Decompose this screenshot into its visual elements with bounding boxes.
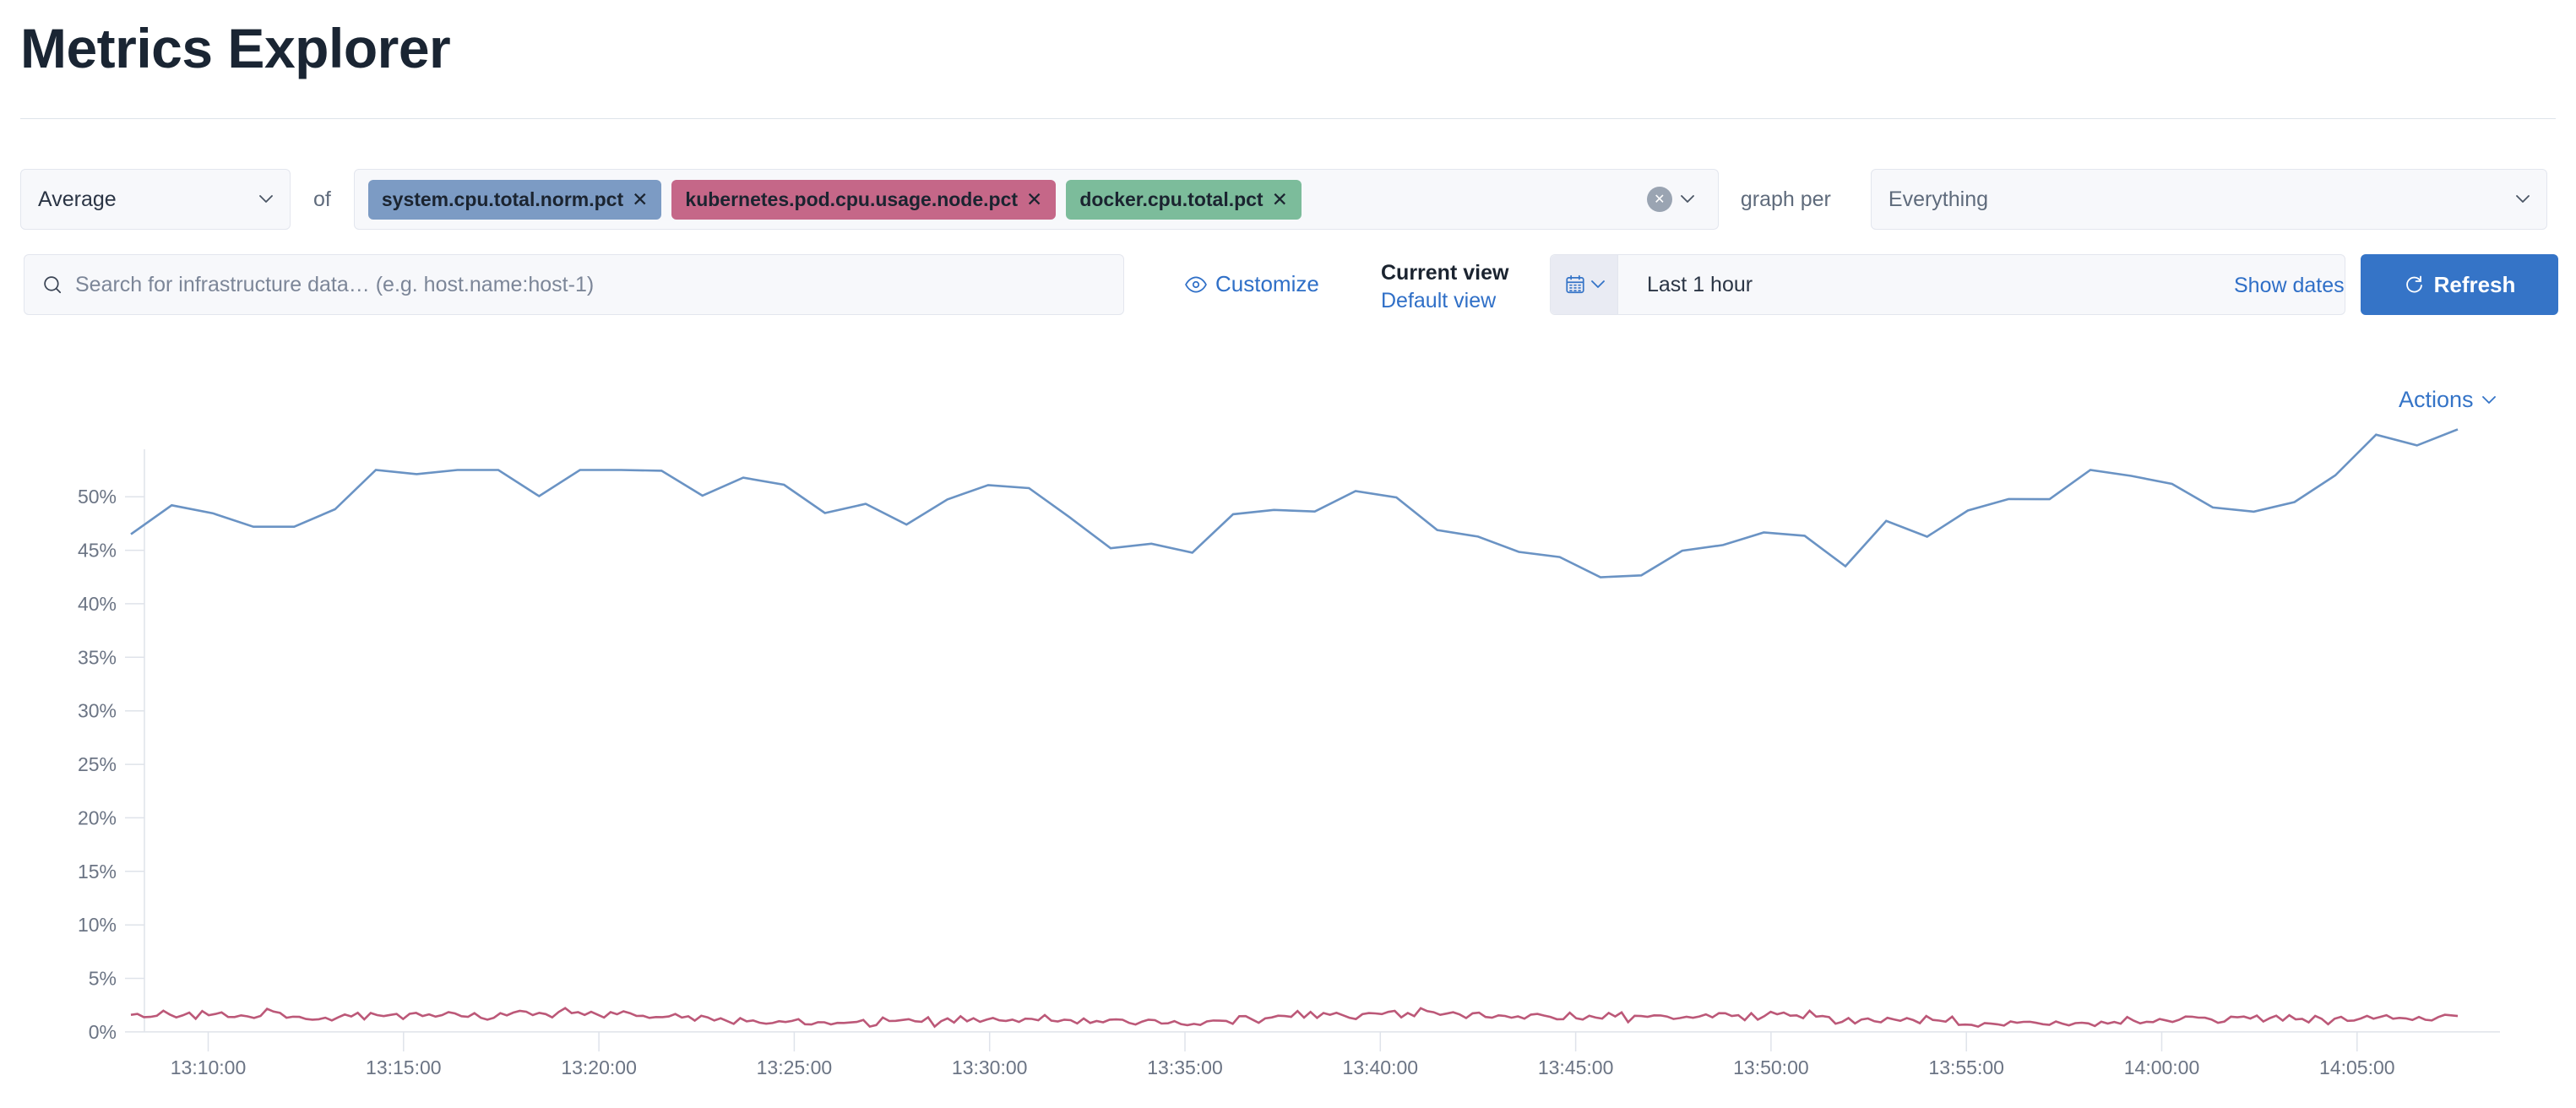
svg-text:15%: 15% xyxy=(78,861,117,883)
svg-text:13:35:00: 13:35:00 xyxy=(1147,1056,1223,1078)
svg-text:5%: 5% xyxy=(89,968,117,990)
svg-text:13:30:00: 13:30:00 xyxy=(952,1056,1028,1078)
svg-text:13:50:00: 13:50:00 xyxy=(1733,1056,1809,1078)
svg-text:50%: 50% xyxy=(78,486,117,508)
svg-text:13:10:00: 13:10:00 xyxy=(171,1056,247,1078)
svg-text:0%: 0% xyxy=(89,1021,117,1043)
svg-text:13:15:00: 13:15:00 xyxy=(366,1056,442,1078)
svg-text:20%: 20% xyxy=(78,807,117,828)
svg-text:13:25:00: 13:25:00 xyxy=(757,1056,833,1078)
svg-text:40%: 40% xyxy=(78,593,117,615)
svg-text:13:45:00: 13:45:00 xyxy=(1538,1056,1614,1078)
svg-text:14:05:00: 14:05:00 xyxy=(2319,1056,2395,1078)
svg-text:25%: 25% xyxy=(78,753,117,775)
svg-text:13:55:00: 13:55:00 xyxy=(1928,1056,2004,1078)
svg-text:35%: 35% xyxy=(78,646,117,668)
svg-text:13:40:00: 13:40:00 xyxy=(1343,1056,1419,1078)
svg-text:10%: 10% xyxy=(78,914,117,936)
svg-text:14:00:00: 14:00:00 xyxy=(2124,1056,2200,1078)
svg-text:30%: 30% xyxy=(78,700,117,722)
svg-text:13:20:00: 13:20:00 xyxy=(561,1056,637,1078)
svg-text:45%: 45% xyxy=(78,540,117,562)
